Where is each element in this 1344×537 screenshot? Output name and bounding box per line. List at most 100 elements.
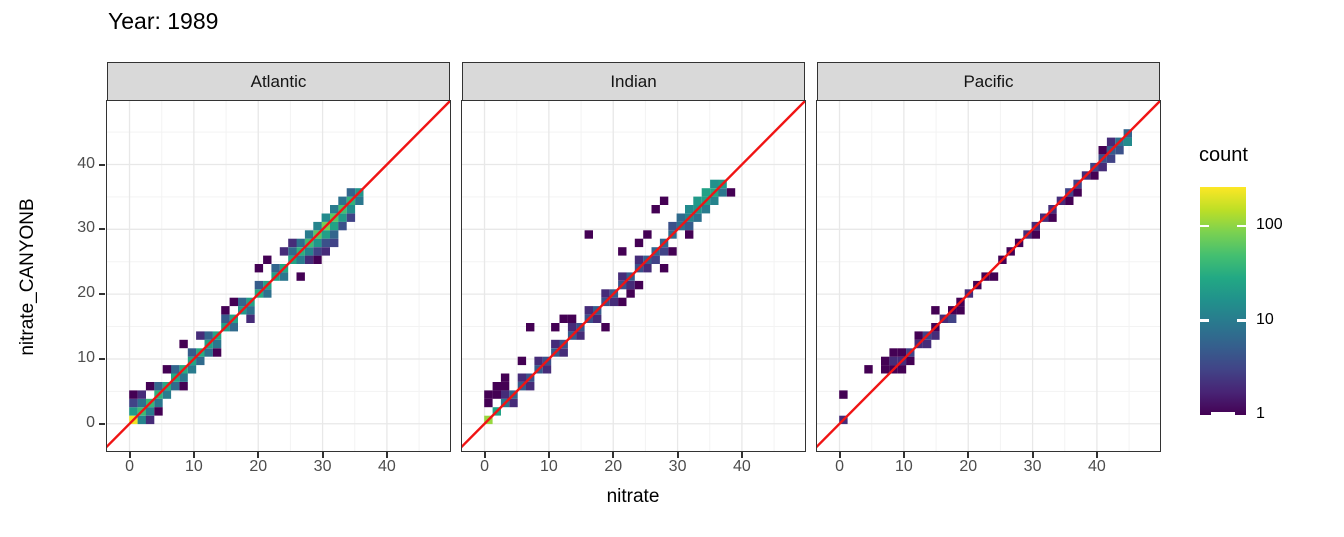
bin [550, 322, 559, 331]
bin [955, 305, 965, 314]
x-axis-tick-label: 0 [835, 458, 844, 475]
bin [304, 255, 313, 264]
x-axis-tick-label: 30 [668, 458, 687, 475]
bin [888, 347, 898, 357]
bin [600, 288, 610, 298]
bin [584, 229, 593, 239]
facet-strip: Pacific [817, 62, 1160, 101]
bin [717, 187, 727, 197]
bin [492, 381, 501, 390]
legend-tick-dash [1211, 412, 1235, 415]
bin [128, 398, 138, 407]
bin [162, 364, 171, 373]
plot-panel [815, 99, 1161, 452]
bin [162, 389, 171, 399]
bin [692, 196, 702, 205]
bin [1072, 187, 1082, 197]
bin [709, 196, 718, 205]
bin [922, 339, 931, 348]
bin [1098, 162, 1107, 171]
x-tick-mark [1095, 452, 1098, 458]
bin [676, 213, 685, 222]
bin [145, 381, 154, 390]
x-axis-tick-label: 0 [125, 458, 134, 475]
bin [337, 213, 347, 222]
identity-line [106, 100, 450, 448]
x-axis-title: nitrate [606, 486, 660, 507]
x-tick-mark [321, 452, 324, 458]
bin [229, 322, 238, 331]
bin [617, 297, 626, 306]
bin [178, 373, 188, 382]
bin [254, 263, 263, 272]
bin [575, 330, 585, 340]
bin [187, 347, 196, 357]
bin [128, 406, 138, 416]
bin [914, 330, 923, 340]
bin [287, 238, 297, 247]
bin [245, 314, 255, 323]
bin [170, 381, 179, 390]
bin [500, 373, 509, 382]
bin [346, 213, 355, 222]
bin [989, 271, 998, 281]
bin [888, 356, 898, 365]
panel-canvas [816, 100, 1160, 451]
x-axis-tick-label: 40 [733, 458, 751, 475]
bin [304, 246, 313, 256]
bin [321, 246, 330, 256]
legend-tick-dash [1237, 224, 1246, 228]
x-axis-tick-label: 10 [894, 458, 913, 475]
x-tick-mark [385, 452, 388, 458]
bin [195, 330, 204, 340]
bin [270, 263, 280, 272]
bin [483, 389, 493, 399]
x-tick-mark [1031, 452, 1034, 458]
bin [592, 314, 601, 323]
bin [838, 389, 848, 399]
y-axis-tick-label: 40 [77, 154, 95, 172]
bin [279, 246, 288, 256]
bin [137, 389, 146, 399]
bin [684, 204, 693, 213]
bin [634, 238, 643, 247]
bin [667, 246, 677, 256]
bin [525, 322, 534, 331]
x-axis-tick-label: 30 [1023, 458, 1042, 475]
bin [659, 196, 668, 205]
bin [1114, 145, 1124, 154]
bin [905, 356, 914, 365]
bin [187, 364, 196, 373]
bin [500, 381, 509, 390]
x-axis-tick-label: 40 [1088, 458, 1106, 475]
legend-tick-dash [1200, 224, 1209, 228]
bin [254, 280, 263, 289]
bin [642, 263, 652, 272]
bin [559, 347, 568, 357]
bin [329, 229, 338, 239]
bin [1106, 154, 1115, 163]
bin [212, 347, 221, 357]
bin [897, 364, 906, 373]
legend-tick-label: 1 [1256, 405, 1265, 422]
bin [525, 381, 534, 390]
y-axis-title: nitrate_CANYONB [17, 198, 38, 356]
x-tick-mark [740, 452, 743, 458]
y-tick-mark [99, 293, 105, 296]
bin [947, 314, 956, 323]
bin [337, 221, 347, 230]
bin [321, 238, 330, 247]
bin [550, 339, 559, 348]
facet-strip-label: Pacific [963, 71, 1014, 91]
bin [659, 246, 668, 256]
x-tick-mark [612, 452, 615, 458]
bin [617, 271, 626, 281]
bin [296, 255, 305, 264]
x-axis-tick-label: 20 [959, 458, 978, 475]
bin [262, 255, 271, 264]
bin [617, 246, 626, 256]
bin [153, 406, 163, 416]
bin [651, 204, 660, 213]
bin [153, 381, 163, 390]
